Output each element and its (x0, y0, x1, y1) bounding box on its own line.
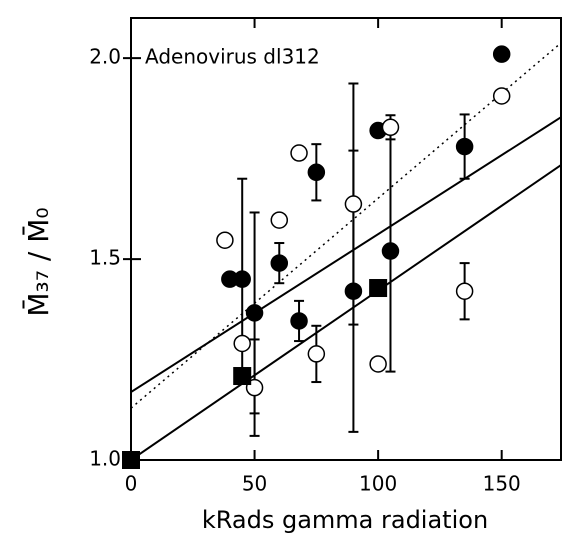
marker (122, 451, 140, 469)
marker (369, 279, 388, 298)
marker (369, 355, 387, 373)
y-tick-label: 1.5 (89, 246, 121, 270)
annotation: Adenovirus dl312 (145, 45, 320, 69)
marker (233, 270, 251, 288)
fit-line (131, 164, 561, 460)
marker (270, 254, 289, 272)
marker (492, 87, 511, 105)
x-tick-label: 150 (483, 472, 521, 496)
marker (455, 137, 474, 156)
y-tick-label: 1.0 (89, 447, 121, 471)
marker (290, 312, 308, 330)
marker (381, 118, 400, 137)
x-tick-label: 0 (125, 472, 138, 496)
x-tick-label: 50 (242, 472, 267, 496)
marker (245, 304, 264, 322)
x-axis-label: kRads gamma radiation (202, 506, 488, 534)
marker (307, 163, 326, 182)
marker (216, 231, 234, 249)
fit-line (131, 116, 561, 393)
marker (233, 367, 252, 386)
marker (492, 45, 511, 63)
x-tick-label: 100 (359, 472, 397, 496)
plot-frame (130, 17, 562, 461)
marker (290, 144, 308, 162)
marker (270, 211, 289, 229)
marker (307, 345, 326, 363)
marker (455, 282, 474, 300)
marker (233, 334, 251, 353)
y-axis-label: M̄₃₇ / M̄₀ (21, 207, 55, 316)
y-tick-label: 2.0 (89, 45, 121, 69)
marker (381, 242, 400, 260)
marker (344, 195, 363, 213)
fit-line (131, 42, 561, 409)
